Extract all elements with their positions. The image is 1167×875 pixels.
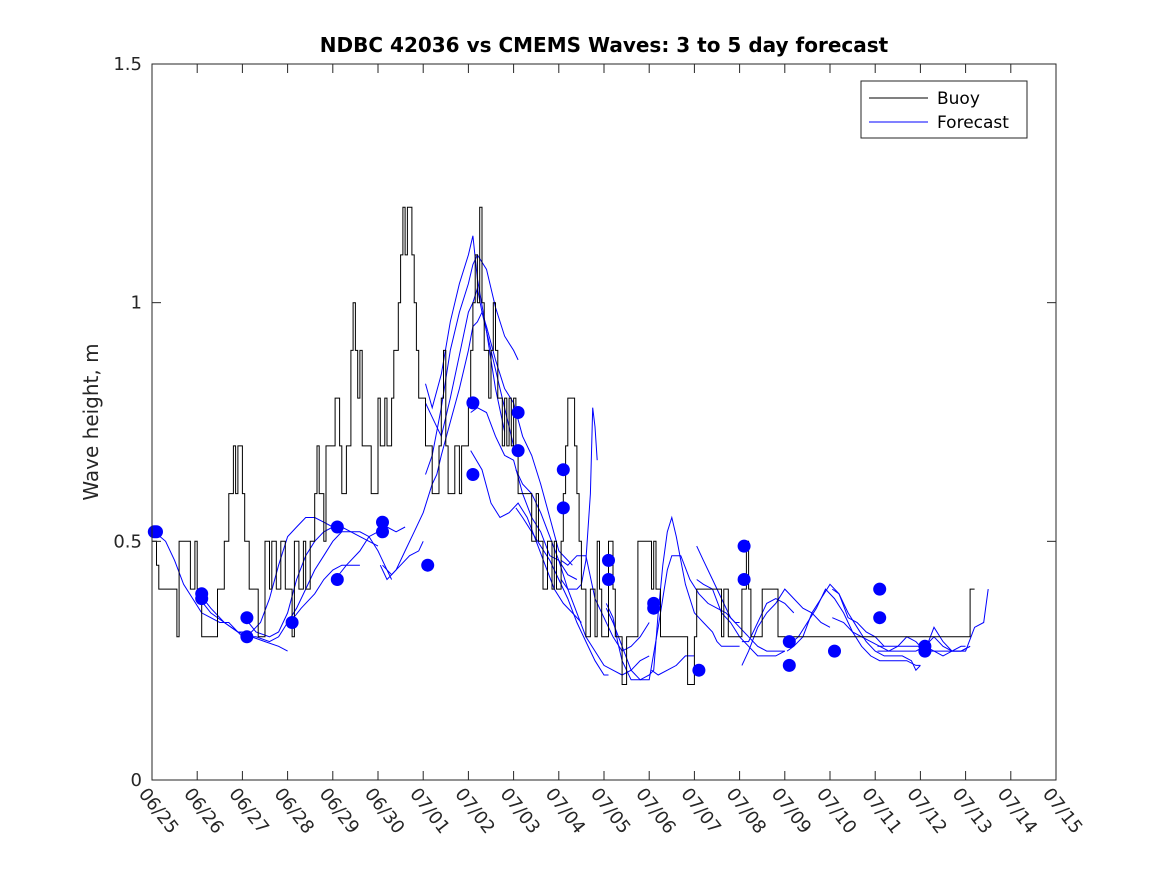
ytick-label: 1.5 [113, 54, 142, 75]
forecast-line-8 [382, 541, 424, 576]
forecast-line-6 [334, 526, 406, 580]
forecast-marker-29 [873, 611, 887, 625]
ytick-label: 1 [131, 293, 142, 314]
forecast-marker-18 [602, 553, 615, 567]
forecast-line-20 [651, 655, 695, 676]
forecast-marker-26 [782, 658, 796, 672]
forecast-marker-21 [647, 601, 661, 615]
legend-box [860, 80, 1028, 139]
forecast-marker-5 [240, 630, 254, 644]
forecast-marker-14 [511, 406, 525, 419]
legend-forecast-label: Forecast [937, 113, 1009, 133]
ytick-label: 0.5 [113, 531, 142, 552]
forecast-marker-1 [150, 525, 163, 539]
y-axis-label: Wave height, m [79, 343, 103, 500]
forecast-line-31 [922, 589, 989, 652]
forecast-line-24 [741, 588, 831, 666]
forecast-marker-22 [692, 663, 706, 677]
forecast-line-27 [832, 588, 921, 672]
forecast-marker-17 [556, 501, 570, 515]
forecast-marker-3 [195, 592, 209, 606]
forecast-marker-7 [330, 520, 344, 534]
forecast-line-5 [289, 564, 360, 623]
forecast-marker-4 [240, 611, 254, 625]
forecast-line-17 [560, 407, 598, 590]
forecast-marker-6 [285, 616, 299, 629]
forecast-marker-19 [602, 573, 615, 586]
chart-title: NDBC 42036 vs CMEMS Waves: 3 to 5 day fo… [320, 33, 889, 57]
forecast-marker-23 [737, 539, 751, 553]
forecast-line-7 [379, 310, 573, 581]
forecast-marker-28 [873, 582, 887, 596]
plot-background [152, 64, 1056, 780]
legend-buoy-label: Buoy [937, 89, 980, 109]
forecast-marker-25 [782, 635, 796, 649]
legend: Buoy Forecast [860, 80, 1028, 139]
forecast-marker-12 [466, 396, 480, 410]
forecast-marker-9 [376, 515, 389, 529]
forecast-marker-27 [828, 644, 841, 658]
forecast-marker-24 [737, 573, 751, 586]
forecast-marker-10 [376, 525, 389, 539]
forecast-line-28 [832, 617, 971, 653]
forecast-marker-8 [330, 573, 344, 586]
forecast-line-10 [425, 235, 506, 432]
buoy-line [152, 206, 975, 685]
forecast-line-2 [199, 517, 334, 633]
forecast-line-18 [605, 515, 740, 681]
forecast-line-16 [560, 555, 650, 652]
y-ticks: 0 0.5 1 1.5 [113, 54, 1056, 791]
forecast-marker-15 [511, 444, 525, 458]
forecast-marker-13 [466, 468, 480, 481]
forecast-line-25 [786, 583, 885, 652]
forecast-line-13 [470, 450, 582, 623]
series-layer [152, 206, 989, 685]
forecast-line-26 [786, 588, 921, 666]
forecast-line-4 [244, 531, 393, 643]
ytick-label: 0 [131, 770, 142, 791]
forecast-marker-16 [556, 463, 570, 477]
forecast-marker-31 [918, 644, 932, 658]
forecast-line-21 [696, 545, 785, 652]
marker-layer [147, 396, 932, 677]
forecast-line-23 [741, 598, 795, 643]
forecast-marker-11 [421, 558, 435, 572]
forecast-line-15 [515, 507, 609, 676]
